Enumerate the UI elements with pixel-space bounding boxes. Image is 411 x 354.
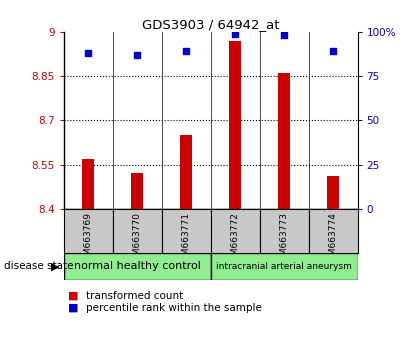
Point [232,31,238,36]
Text: ▶: ▶ [51,261,60,272]
Bar [327,176,339,209]
Text: transformed count: transformed count [86,291,184,301]
Point [281,33,287,38]
Text: percentile rank within the sample: percentile rank within the sample [86,303,262,313]
Title: GDS3903 / 64942_at: GDS3903 / 64942_at [142,18,279,31]
Text: GSM663769: GSM663769 [84,212,93,267]
Bar [82,159,94,209]
Bar [260,209,309,253]
Bar [309,209,358,253]
Text: GSM663772: GSM663772 [231,212,240,267]
Bar [278,73,290,209]
Text: GSM663774: GSM663774 [328,212,337,267]
Text: disease state: disease state [4,261,74,272]
Text: GSM663773: GSM663773 [279,212,289,267]
Text: ■: ■ [68,303,79,313]
Text: intracranial arterial aneurysm: intracranial arterial aneurysm [216,262,352,271]
Text: GSM663771: GSM663771 [182,212,191,267]
Bar [162,209,211,253]
Bar [180,135,192,209]
Bar [211,253,358,280]
Bar [113,209,162,253]
Text: GSM663770: GSM663770 [133,212,142,267]
Bar [64,253,210,280]
Bar [229,41,241,209]
Text: ■: ■ [68,291,79,301]
Text: normal healthy control: normal healthy control [74,261,201,272]
Point [85,50,92,56]
Bar [211,209,260,253]
Bar [64,209,113,253]
Point [134,52,141,58]
Bar [131,173,143,209]
Point [183,48,189,54]
Point [330,48,336,54]
